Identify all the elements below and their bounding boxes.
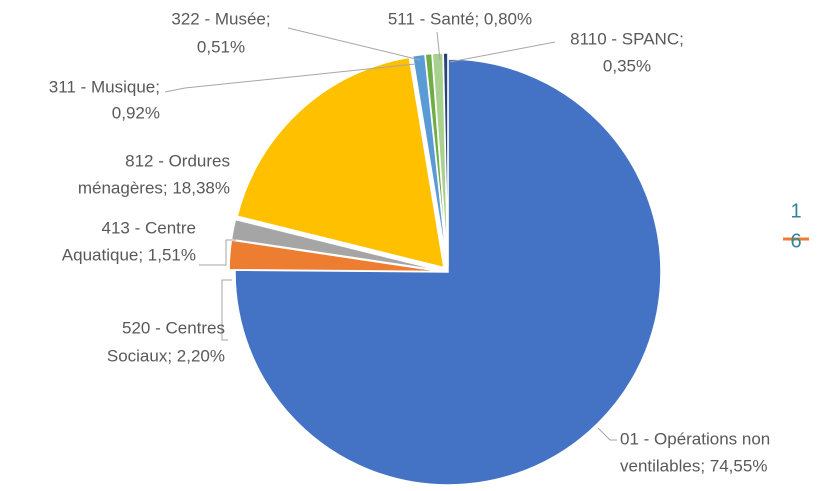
leader-line (449, 41, 556, 63)
legend-label: 1 (790, 200, 801, 222)
data-label: 520 - Centres (122, 318, 225, 337)
data-label: Sociaux; 2,20% (107, 346, 225, 365)
data-label: 511 - Santé; 0,80% (388, 9, 532, 28)
data-label: ventilables; 74,55% (620, 456, 767, 475)
pie-slice (234, 58, 662, 486)
data-label: 322 - Musée; (171, 9, 270, 28)
leader-line (164, 63, 417, 93)
leader-line (597, 427, 617, 441)
data-label: 812 - Ordures (125, 151, 230, 170)
data-label: 311 - Musique; (49, 77, 160, 96)
legend-label: 6 (790, 230, 801, 252)
leader-line (436, 31, 441, 61)
data-label: 01 - Opérations non (620, 429, 770, 448)
pie-slice (442, 52, 449, 267)
data-label: 0,35% (603, 56, 651, 75)
leader-line (287, 27, 421, 61)
data-label: Aquatique; 1,51% (62, 245, 196, 264)
data-label: ménagères; 18,38% (78, 178, 230, 197)
leader-line (221, 279, 232, 341)
pie-slice (230, 218, 443, 272)
data-label: 0,92% (112, 103, 160, 122)
pie-slice (236, 56, 445, 269)
data-label: 413 - Centre (102, 218, 197, 237)
data-label: 8110 - SPANC; (570, 29, 684, 48)
data-label: 0,51% (197, 37, 245, 56)
leader-line (199, 239, 236, 266)
